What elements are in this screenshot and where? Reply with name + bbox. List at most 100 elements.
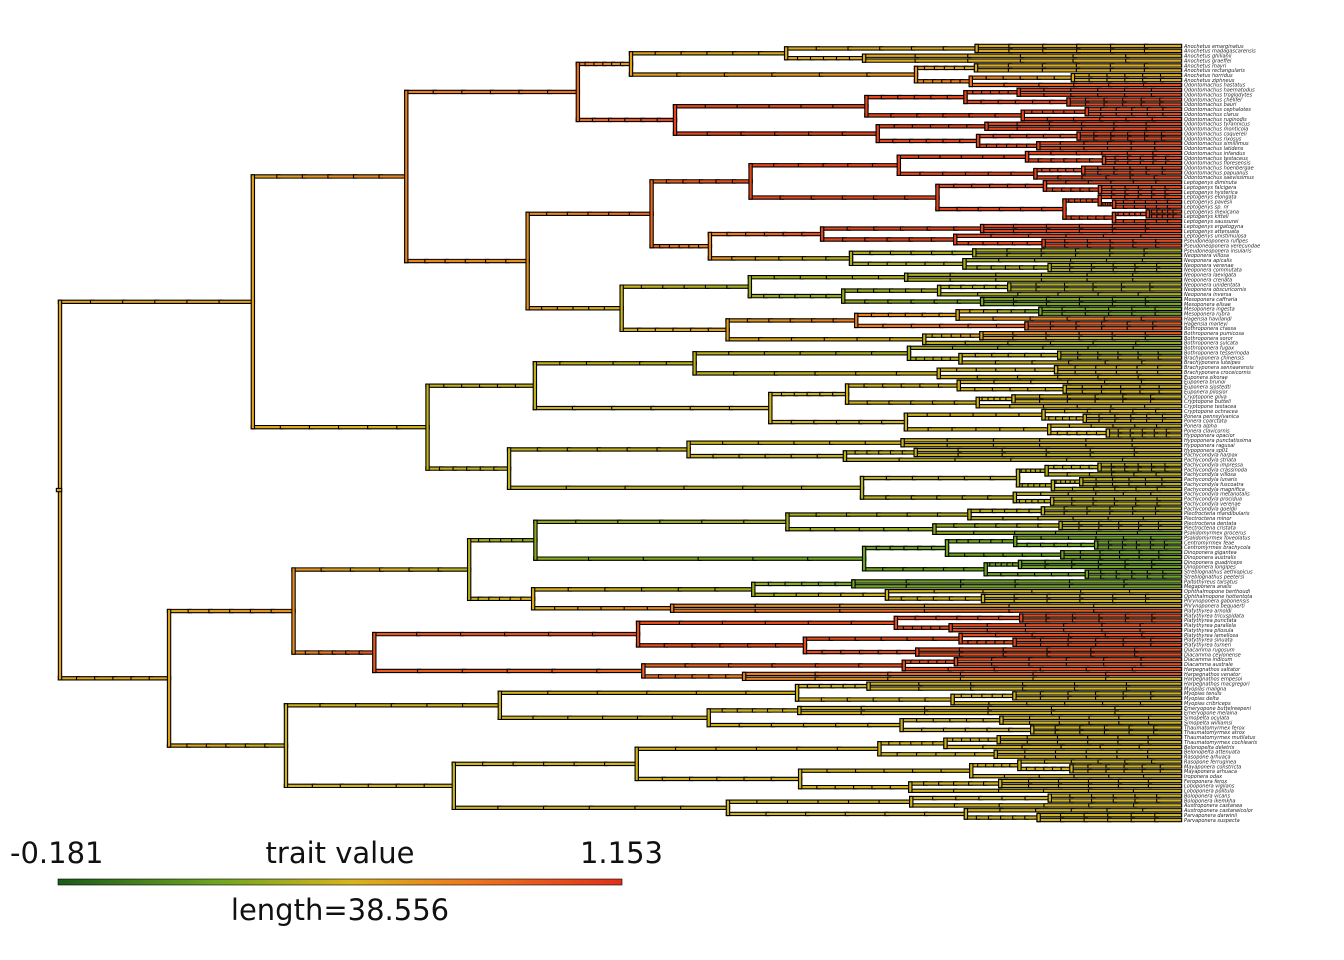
tip-label: Simopelta oculata: [1184, 716, 1229, 722]
tip-label: Leptogenys elongata: [1184, 195, 1237, 201]
tip-label: Neoponera verenae: [1184, 263, 1234, 269]
tip-label: Ponera coarctata: [1184, 419, 1227, 425]
tip-label: Mesoponera ingesta: [1184, 307, 1235, 313]
tip-label: Leptogenys mexicana: [1184, 209, 1239, 215]
tip-label: Bothroponera crassa: [1184, 326, 1236, 332]
tip-label: Odontomachus ruginodis: [1184, 117, 1247, 123]
tip-label: Odontomachus hoenbergae: [1184, 165, 1254, 171]
tip-label: Cryptopone gilva: [1184, 394, 1227, 400]
tip-label: Feroponera ferox: [1184, 779, 1227, 785]
tip-label: Loboponera vigilans: [1184, 784, 1235, 790]
tip-label: Pachycondyla villosa: [1184, 472, 1236, 478]
tip-label: Streblognathus peetersi: [1184, 574, 1245, 580]
tip-label: Hypoponera opacior: [1184, 433, 1236, 439]
tip-label: Diacamma rugosum: [1184, 647, 1235, 653]
tip-label: Paltothyreus tarsatus: [1184, 579, 1238, 585]
tip-label: Odontomachus rixosus: [1184, 136, 1242, 142]
tip-label: Leptogenys diminuta: [1184, 180, 1237, 186]
legend-max-label: 1.153: [580, 836, 663, 870]
tip-label: Leptogenys kitteli: [1184, 214, 1229, 220]
tip-label: Bothroponera pumicosa: [1184, 331, 1244, 337]
tip-label: Neoponera apicalis: [1184, 258, 1232, 264]
legend-min-label: -0.181: [10, 836, 104, 870]
tip-label: Leptogenys saussurei: [1184, 219, 1239, 225]
tip-label: Odontomachus haematodus: [1184, 88, 1255, 94]
tip-label: Pseudoneoponera rufipes: [1184, 239, 1248, 245]
tip-label: Emeryopone melaina: [1184, 711, 1237, 717]
tip-label: Leptogenys attenuata: [1184, 229, 1239, 235]
tip-label: Hypoponera ragusai: [1184, 443, 1235, 449]
tip-label: Platythyrea turneri: [1184, 643, 1232, 649]
tip-label: Harpegnathos venator: [1184, 672, 1241, 678]
tip-label: Plectroctena minor: [1184, 516, 1232, 522]
tip-label: Pachycondyla fuscoatra: [1184, 482, 1244, 488]
tip-label: Anochetus ziphneus: [1183, 78, 1235, 84]
tip-label: Mayaponera arhuaca: [1184, 769, 1237, 775]
tip-label: Pachycondyla lunaris: [1184, 477, 1237, 483]
tip-label: Psalidomyrmex foveolatus: [1184, 535, 1251, 541]
tip-label: Pachycondyla impressa: [1184, 462, 1243, 468]
tip-label: Harpegnathos saltator: [1184, 667, 1241, 673]
tip-label: Ponera pennsylvanica: [1184, 414, 1239, 420]
tip-label: Odontomachus coquereli: [1184, 131, 1247, 137]
legend-title: trait value: [266, 836, 415, 870]
tip-label: Mayaponera constricta: [1184, 764, 1241, 770]
tip-label: Ponera clavicornis: [1184, 428, 1230, 434]
tip-label: Platythyrea tricuspidata: [1184, 613, 1244, 619]
tip-label: Odontomachus hastatus: [1184, 83, 1246, 89]
tip-label: Hagensia marleyi: [1184, 321, 1228, 327]
tip-label: Diacamma indicum: [1184, 657, 1233, 663]
tip-label: Pachycondyla verenae: [1184, 501, 1241, 507]
tip-label: Harpegnathos macgregori: [1184, 681, 1250, 687]
tip-label: Odontomachus bauri: [1184, 102, 1237, 108]
tip-label: Myopias delta: [1184, 696, 1219, 702]
tip-label: Brachyponera croceicornis: [1184, 370, 1251, 376]
tip-label: Platythyrea arnoldi: [1184, 608, 1232, 614]
tip-label: Rasopone ferruginea: [1184, 759, 1236, 765]
tip-label: Belonopelta attenuata: [1184, 750, 1240, 756]
tip-label: Ponera alpha: [1184, 423, 1217, 429]
tip-label: Dinoponera longipes: [1184, 565, 1236, 571]
tip-label: Platythyrea pilosula: [1184, 628, 1234, 634]
tip-label: Neoponera commutata: [1184, 268, 1242, 274]
tip-label: Megaponera analis: [1184, 584, 1232, 590]
tip-label: Euponera brunoi: [1184, 380, 1226, 386]
tip-label: Neoponera obscuricornis: [1184, 287, 1247, 293]
tip-label: Odontomachus cephalotes: [1184, 107, 1251, 113]
tip-label: Mesoponera rubra: [1184, 312, 1230, 318]
tip-label: Euponera pilosior: [1184, 389, 1229, 395]
tip-label: Mesoponera caffraria: [1184, 297, 1237, 303]
tip-label: Odontomachus saevissimus: [1184, 175, 1254, 181]
tip-label: Neoponera crenata: [1184, 277, 1232, 283]
tip-label: Pseudoneoponera verecundae: [1184, 243, 1260, 249]
tip-label: Odontomachus infandus: [1184, 151, 1245, 157]
tip-label: Austroponera castanea: [1183, 803, 1242, 809]
tip-label: Harpegnathos empesoi: [1184, 677, 1243, 683]
tip-label: Thaumatomyrmex atrox: [1184, 730, 1245, 736]
tip-label: Odontomachus testaceus: [1184, 156, 1248, 162]
tip-label: Neoponera laevigata: [1184, 273, 1236, 279]
legend-length-label: length=38.556: [231, 893, 449, 927]
tip-label: Odontomachus latidens: [1184, 146, 1244, 152]
tip-label: Thaumatomyrmex mutilatus: [1184, 735, 1256, 741]
tip-label: Boloponera ikemkha: [1184, 798, 1235, 804]
tip-label: Anochetus rectangularis: [1183, 68, 1245, 74]
tip-label: Pachycondyla metanotalis: [1184, 492, 1250, 498]
tip-label: Phrynoponera bequaerti: [1184, 604, 1245, 610]
tip-label: Centromyrmex feae: [1184, 540, 1234, 546]
tip-label: Belonopelta deletrix: [1184, 745, 1235, 751]
tip-label: Ophthalmopone hottentota: [1184, 594, 1252, 600]
tip-label: Pachycondyla procidua: [1184, 497, 1242, 503]
tip-label: Anochetus madagascarensis: [1183, 49, 1256, 55]
tip-label: Plectroctena mandibularis: [1184, 511, 1250, 517]
tip-label: Bothroponera sulcata: [1184, 341, 1238, 347]
legend-color-bar: [57, 878, 623, 886]
tip-label: Pseudoneoponera insularis: [1184, 248, 1252, 254]
tip-label: Odontomachus clarus: [1184, 112, 1239, 118]
tip-label: Myopias maligna: [1184, 686, 1226, 692]
tip-label: Leptogenys unistimulosa: [1184, 234, 1246, 240]
color-legend: -0.181 trait value 1.153 length=38.556: [10, 836, 663, 927]
tip-label: Brachyponera chinensis: [1184, 355, 1244, 361]
tip-label: Thaumatomyrmex cochlearis: [1184, 740, 1257, 746]
